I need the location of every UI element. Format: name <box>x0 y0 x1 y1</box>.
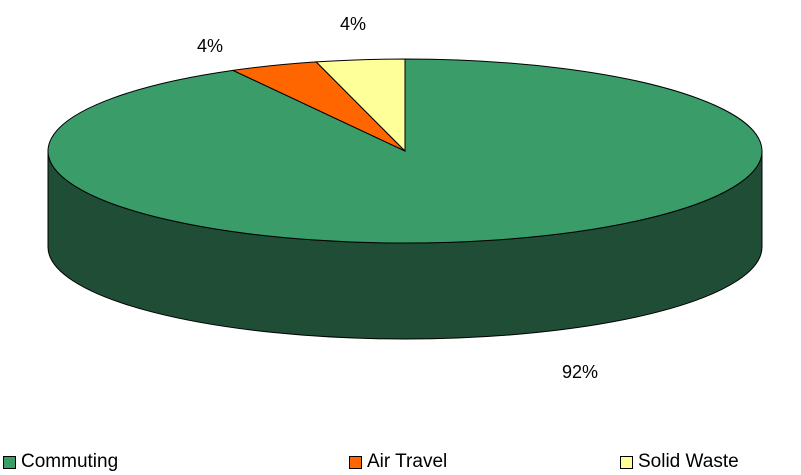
legend-label-air-travel: Air Travel <box>367 451 448 472</box>
pie-slice-solid-waste <box>315 58 406 153</box>
legend-label-solid-waste: Solid Waste <box>638 451 739 472</box>
legend-swatch-solid-waste <box>620 455 633 469</box>
data-label-solid-waste: 4% <box>340 14 366 34</box>
legend: Commuting Air Travel Solid Waste <box>0 451 801 475</box>
legend-swatch-air-travel <box>349 455 362 469</box>
legend-item-commuting: Commuting <box>3 451 118 473</box>
legend-item-air-travel: Air Travel <box>349 451 447 473</box>
data-label-commuting: 92% <box>562 362 598 382</box>
data-label-air-travel: 4% <box>197 36 223 56</box>
legend-label-commuting: Commuting <box>21 451 119 472</box>
pie-top-layer <box>47 58 763 244</box>
legend-swatch-commuting <box>3 455 16 469</box>
pie-label-layer: 92% 4% 4% <box>197 14 598 382</box>
legend-item-solid-waste: Solid Waste <box>620 451 739 473</box>
